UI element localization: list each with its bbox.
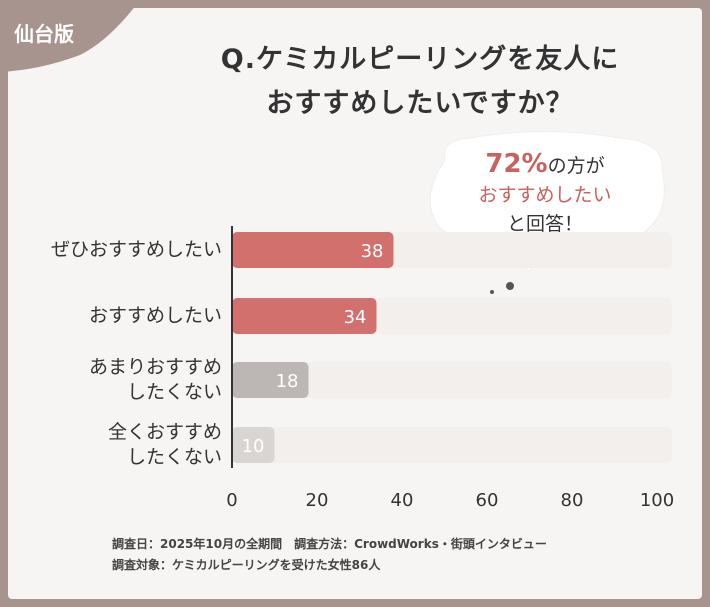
annotation-text: おすすめしたい <box>478 184 612 206</box>
value-label: 18 <box>276 371 299 392</box>
bar <box>232 427 275 463</box>
annotation-text: の方が <box>547 155 605 177</box>
annotation-highlight: 72% <box>485 149 548 179</box>
badge-bg <box>0 0 140 72</box>
value-label: 34 <box>344 307 367 328</box>
bar-track <box>232 427 672 463</box>
bar <box>232 232 394 268</box>
category-label: 全くおすすめ したくない <box>107 421 222 468</box>
note: 調査対象：ケミカルピーリングを受けた女性86人 <box>112 558 381 572</box>
x-tick-label: 40 <box>391 490 414 511</box>
badge: 仙台版 <box>14 22 74 46</box>
note: 調査日：2025年10月の全期間 調査方法：CrowdWorks・街頭インタビュ… <box>112 537 547 551</box>
category-label: おすすめしたい <box>88 304 222 327</box>
chart-title: Q.ケミカルピーリングを友人に おすすめしたいですか？ <box>220 44 620 119</box>
x-tick-label: 60 <box>476 490 499 511</box>
value-label: 38 <box>361 241 384 262</box>
x-tick-label: 20 <box>306 490 329 511</box>
annotation-text: と回答！ <box>506 213 583 235</box>
x-tick-label: 80 <box>561 490 584 511</box>
category-label: あまりおすすめ したくない <box>88 356 222 403</box>
category-label: ぜひおすすめしたい <box>50 238 222 261</box>
x-tick-label: 100 <box>640 490 674 511</box>
value-label: 10 <box>242 436 265 457</box>
dot <box>490 290 494 294</box>
annotation: 72%の方が おすすめしたい と回答！ <box>430 150 660 239</box>
bar-track <box>232 362 672 398</box>
bar <box>232 298 377 334</box>
bar <box>232 362 309 398</box>
dot <box>506 282 514 290</box>
x-tick-label: 0 <box>226 490 237 511</box>
